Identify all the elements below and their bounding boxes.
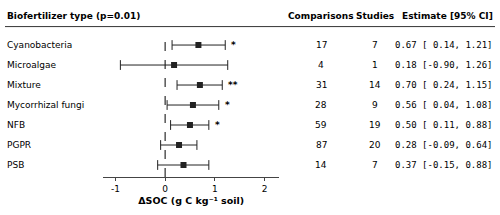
svg-text:Cyanobacteria: Cyanobacteria [7, 40, 72, 50]
svg-text:*: * [225, 100, 230, 110]
svg-text:17: 17 [316, 40, 327, 50]
svg-text:1: 1 [372, 60, 378, 70]
svg-text:0.70 [ 0.24, 1.15]: 0.70 [ 0.24, 1.15] [395, 80, 493, 90]
svg-text:0.56 [ 0.04, 1.08]: 0.56 [ 0.04, 1.08] [395, 100, 493, 110]
svg-text:0.50 [ 0.11, 0.88]: 0.50 [ 0.11, 0.88] [395, 120, 493, 130]
svg-text:Comparisons: Comparisons [288, 11, 354, 21]
svg-text:1: 1 [212, 184, 218, 194]
svg-text:7: 7 [372, 40, 378, 50]
svg-text:*: * [231, 40, 236, 50]
svg-text:2: 2 [262, 184, 268, 194]
svg-text:4: 4 [318, 60, 324, 70]
svg-text:14: 14 [369, 80, 381, 90]
svg-text:PSB: PSB [7, 160, 24, 170]
svg-text:14: 14 [315, 160, 327, 170]
svg-text:NFB: NFB [7, 120, 25, 130]
svg-text:Mycorrhizal fungi: Mycorrhizal fungi [7, 100, 84, 110]
svg-text:0: 0 [162, 184, 168, 194]
svg-text:-1: -1 [111, 184, 120, 194]
svg-text:Studies: Studies [356, 11, 394, 21]
svg-text:0.67 [ 0.14, 1.21]: 0.67 [ 0.14, 1.21] [395, 40, 493, 50]
svg-text:31: 31 [316, 80, 327, 90]
svg-text:9: 9 [372, 100, 378, 110]
svg-text:0.28 [-0.09, 0.64]: 0.28 [-0.09, 0.64] [395, 140, 493, 150]
svg-text:Estimate [95% CI]: Estimate [95% CI] [402, 11, 493, 21]
svg-text:20: 20 [369, 140, 381, 150]
svg-text:Mixture: Mixture [7, 80, 41, 90]
svg-text:**: ** [228, 80, 238, 90]
svg-text:Biofertilizer type (p=0.01): Biofertilizer type (p=0.01) [7, 11, 140, 21]
svg-text:ΔSOC (g C kg⁻¹ soil): ΔSOC (g C kg⁻¹ soil) [138, 195, 244, 206]
svg-text:PGPR: PGPR [7, 140, 31, 150]
svg-text:Microalgae: Microalgae [7, 60, 56, 70]
svg-text:7: 7 [372, 160, 378, 170]
svg-text:87: 87 [316, 140, 327, 150]
svg-text:*: * [215, 120, 220, 130]
svg-text:0.18 [-0.90, 1.26]: 0.18 [-0.90, 1.26] [395, 60, 493, 70]
svg-text:59: 59 [315, 120, 327, 130]
svg-text:0.37 [-0.15, 0.88]: 0.37 [-0.15, 0.88] [395, 160, 493, 170]
svg-text:28: 28 [315, 100, 327, 110]
svg-text:19: 19 [369, 120, 381, 130]
